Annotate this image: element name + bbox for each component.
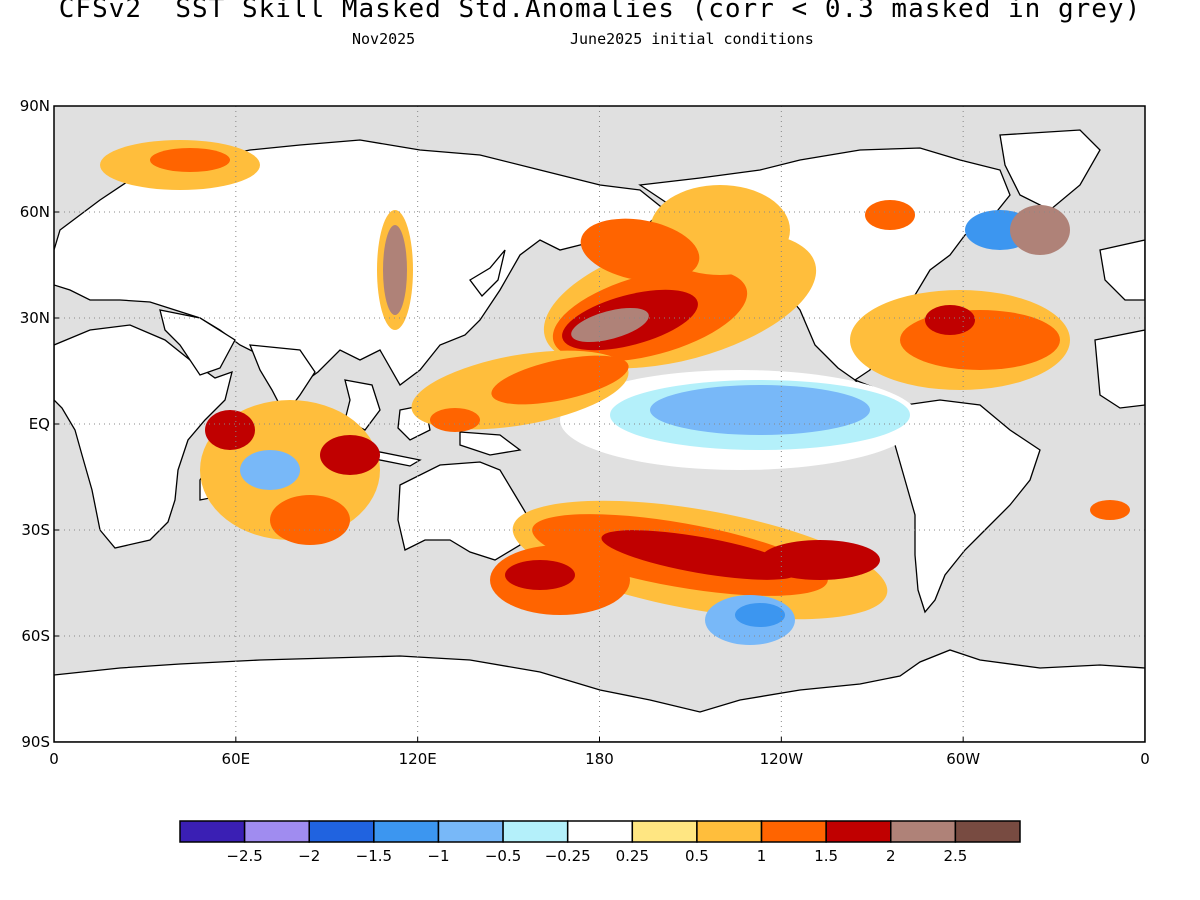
colorbar-swatch bbox=[696, 820, 763, 843]
latitude-labels: 90N 60N 30N EQ 30S 60S 90S bbox=[20, 97, 59, 751]
colorbar-label: 1.5 bbox=[814, 847, 838, 865]
chart-title: CFSv2 SST Skill Masked Std.Anomalies (co… bbox=[58, 0, 1142, 24]
colorbar-label: −2.5 bbox=[226, 847, 262, 865]
anomaly-patch bbox=[320, 435, 380, 475]
colorbar-label: 2 bbox=[886, 847, 896, 865]
colorbar-label: −0.25 bbox=[545, 847, 591, 865]
colorbar-swatch bbox=[954, 820, 1021, 843]
europe-east-edge-land bbox=[1099, 239, 1145, 301]
colorbar-swatch bbox=[631, 820, 698, 843]
colorbar-swatch bbox=[308, 820, 375, 843]
longitude-label: 120E bbox=[399, 750, 437, 768]
latitude-label: 30S bbox=[21, 521, 50, 539]
arabia-land bbox=[159, 309, 236, 376]
colorbar-swatch bbox=[760, 820, 827, 843]
longitude-label: 60W bbox=[946, 750, 980, 768]
colorbar-swatch bbox=[890, 820, 957, 843]
latitude-label: EQ bbox=[29, 415, 50, 433]
greenland-land bbox=[999, 129, 1101, 211]
longitude-label: 120W bbox=[760, 750, 804, 768]
colorbar-swatch bbox=[179, 820, 246, 843]
colorbar-swatch bbox=[243, 820, 310, 843]
colorbar-label: −0.5 bbox=[485, 847, 521, 865]
colorbar-label: 2.5 bbox=[943, 847, 967, 865]
anomaly-patch bbox=[505, 560, 575, 590]
forecast-month: Nov2025 bbox=[352, 30, 416, 48]
colorbar-swatch bbox=[502, 820, 569, 843]
new-guinea-land bbox=[459, 431, 522, 456]
anomaly-patch bbox=[571, 307, 649, 343]
colorbar-label: 0.5 bbox=[685, 847, 709, 865]
colorbar-swatch bbox=[566, 820, 634, 843]
africa-land bbox=[54, 324, 233, 549]
colorbar-label: 0.25 bbox=[616, 847, 649, 865]
maritime-continent-land bbox=[344, 379, 381, 431]
anomaly-patch bbox=[601, 530, 799, 580]
longitude-label: 0 bbox=[1140, 750, 1150, 768]
initial-conditions: June2025 initial conditions bbox=[570, 30, 814, 48]
longitude-labels: 0 60E 120E 180 120W 60W 0 bbox=[49, 737, 1150, 768]
colorbar-label: 1 bbox=[757, 847, 767, 865]
anomaly-patch bbox=[150, 148, 230, 172]
longitude-label: 0 bbox=[49, 750, 59, 768]
latitude-label: 60N bbox=[20, 203, 50, 221]
anomaly-patch bbox=[580, 218, 700, 282]
anomaly-patch bbox=[760, 540, 880, 580]
colorbar-label: −1 bbox=[427, 847, 449, 865]
japan-land bbox=[469, 249, 506, 297]
colorbar-swatch bbox=[825, 820, 892, 843]
latitude-label: 90N bbox=[20, 97, 50, 115]
colorbar-label: −1.5 bbox=[356, 847, 392, 865]
anomaly-patch bbox=[650, 385, 870, 435]
anomaly-patch bbox=[270, 495, 350, 545]
anomaly-patch bbox=[430, 408, 480, 432]
australia-land bbox=[397, 461, 531, 561]
anomaly-patch bbox=[205, 410, 255, 450]
anomaly-patch bbox=[1090, 500, 1130, 520]
south-america-land bbox=[891, 399, 1041, 614]
anomaly-patch bbox=[1010, 205, 1070, 255]
latitude-label: 60S bbox=[21, 627, 50, 645]
latitude-label: 30N bbox=[20, 309, 50, 327]
longitude-label: 60E bbox=[222, 750, 251, 768]
anomaly-patch bbox=[491, 355, 629, 405]
longitude-label: 180 bbox=[585, 750, 614, 768]
anomaly-patch bbox=[865, 200, 915, 230]
anomaly-patch bbox=[900, 310, 1060, 370]
anomaly-patch bbox=[735, 603, 785, 627]
latitude-label: 90S bbox=[21, 733, 50, 751]
colorbar: −2.5 −2 −1.5 −1 −0.5 −0.25 0.25 0.5 1 1.5 2 2.5 bbox=[179, 820, 1021, 865]
anomaly-patch bbox=[383, 225, 407, 315]
anomaly-patch bbox=[240, 450, 300, 490]
africa-east-edge-land bbox=[1094, 329, 1145, 409]
sst-anomaly-patches bbox=[100, 140, 1130, 645]
anomaly-patch bbox=[925, 305, 975, 335]
colorbar-swatch bbox=[373, 820, 440, 843]
colorbar-swatch bbox=[437, 820, 504, 843]
colorbar-label: −2 bbox=[298, 847, 320, 865]
graticule bbox=[54, 106, 1145, 742]
